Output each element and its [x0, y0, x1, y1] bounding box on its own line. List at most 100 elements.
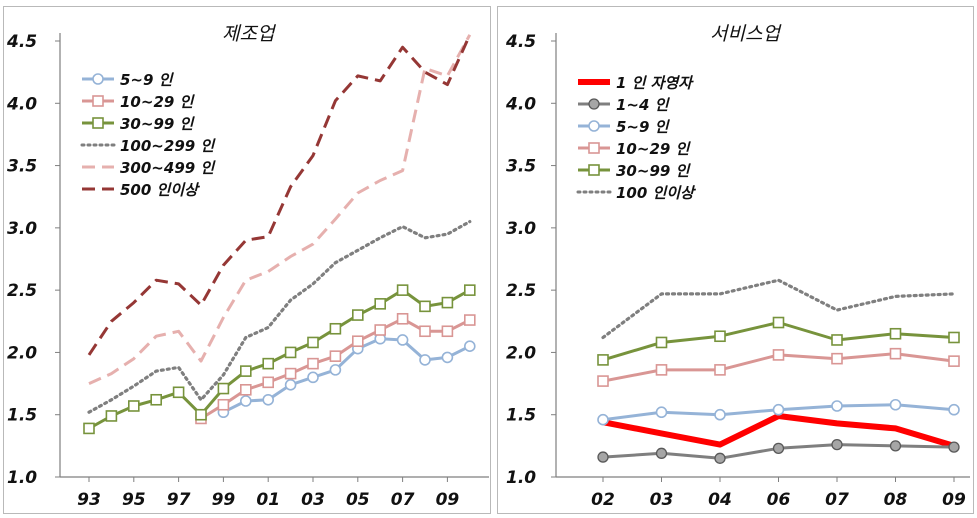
data-point: [441, 351, 454, 364]
data-point: [889, 347, 902, 360]
legend-label: 300~499 인: [120, 159, 216, 177]
data-point: [396, 334, 409, 346]
data-point: [948, 331, 960, 344]
y-tick-label: 4.5: [6, 32, 37, 52]
legend-label: 5~9 인: [120, 71, 175, 89]
data-point: [597, 451, 609, 463]
legend-label: 1~4 인: [616, 96, 671, 114]
data-point: [128, 400, 140, 412]
data-point: [351, 335, 364, 348]
data-point: [240, 365, 252, 377]
data-point: [772, 316, 785, 329]
legend-label: 500 인이상: [120, 181, 200, 199]
x-tick-label: 02: [591, 490, 615, 510]
data-point: [463, 340, 476, 353]
x-tick-label: 99: [212, 490, 236, 510]
y-tick-label: 1.0: [506, 468, 536, 488]
data-point: [419, 325, 431, 338]
data-point: [217, 382, 230, 395]
data-point: [597, 413, 609, 426]
services-chart-panel: 서비스업 1.0 1.5 2.0 2.5 3.0 3.5 4.0 4.5 02 03 04 06 07 0…: [497, 6, 974, 514]
y-tick-label: 2.5: [506, 281, 536, 301]
data-point: [463, 314, 476, 326]
data-point: [948, 441, 960, 453]
y-tick-label: 1.5: [506, 406, 536, 426]
data-point: [597, 375, 609, 387]
y-tick-label: 1.5: [7, 406, 37, 426]
data-point: [831, 352, 843, 365]
y-tick-label: 2.5: [7, 281, 37, 301]
series-line: [88, 288, 471, 430]
data-point: [307, 336, 319, 349]
data-point: [374, 298, 387, 310]
legend-label: 100~299 인: [120, 137, 216, 155]
data-point: [92, 73, 104, 85]
y-tick-label: 4.0: [505, 94, 536, 114]
data-point: [150, 393, 162, 406]
data-point: [92, 117, 104, 129]
data-point: [772, 442, 785, 454]
data-point: [655, 447, 668, 459]
data-point: [714, 452, 726, 464]
data-point: [329, 350, 342, 362]
legend-label: 1 인 자영자: [616, 74, 694, 92]
data-point: [105, 410, 118, 422]
data-point: [588, 142, 600, 154]
data-point: [396, 284, 409, 296]
data-point: [240, 395, 252, 407]
data-point: [262, 357, 275, 370]
y-tick-label: 3.5: [506, 157, 536, 177]
data-point: [714, 364, 726, 376]
x-tick-label: 95: [122, 490, 146, 510]
data-point: [329, 322, 342, 335]
data-point: [284, 346, 297, 359]
x-tick-label: 08: [884, 490, 908, 510]
data-point: [195, 408, 207, 421]
x-tick-label: 03: [301, 490, 325, 510]
x-tick-label: 97: [167, 490, 191, 510]
series-line: [87, 34, 472, 356]
series-line: [601, 278, 956, 340]
x-tick-label: 93: [77, 490, 101, 510]
data-point: [831, 438, 843, 451]
data-point: [284, 379, 297, 391]
data-point: [374, 324, 387, 336]
data-point: [714, 330, 726, 343]
x-tick-label: 09: [436, 490, 460, 510]
data-point: [463, 284, 476, 296]
x-tick-label: 01: [256, 490, 280, 510]
legend-label: 10~29 인: [616, 140, 692, 158]
data-point: [655, 336, 668, 349]
data-point: [831, 334, 843, 346]
legend-label: 5~9 인: [616, 118, 671, 136]
data-point: [441, 296, 454, 309]
x-tick-label: 09: [942, 490, 966, 510]
data-point: [396, 312, 409, 325]
data-point: [597, 354, 609, 366]
data-point: [889, 398, 902, 411]
series-line: [602, 413, 955, 449]
chart-title: 제조업: [222, 23, 275, 45]
y-tick-label: 2.0: [506, 343, 536, 363]
data-point: [262, 393, 275, 406]
legend-label: 30~99 인: [120, 115, 196, 133]
x-tick-label: 07: [825, 490, 849, 510]
data-point: [714, 408, 726, 421]
y-tick-label: 1.0: [7, 468, 37, 488]
data-point: [889, 327, 902, 340]
legend-label: 10~29 인: [120, 93, 196, 111]
legend-label: 30~99 인: [616, 162, 692, 180]
data-point: [217, 398, 230, 411]
data-point: [889, 440, 902, 452]
data-point: [83, 422, 95, 435]
manufacturing-chart-panel: 제조업 1.0 1.5 2.0 2.5 3.0 3.5 4.0 4.5 93 95 97 99 01 03…: [3, 6, 491, 514]
manufacturing-chart: 1.0 1.5 2.0 2.5 3.0 3.5 4.0 4.5 93 95 97 99 01 03 05 07…: [6, 32, 489, 510]
data-point: [948, 403, 960, 416]
x-tick-label: 04: [708, 490, 732, 510]
data-point: [351, 309, 364, 321]
services-chart: 1.0 1.5 2.0 2.5 3.0 3.5 4.0 4.5 02 03 04 06 07 08 09 1 …: [505, 32, 970, 510]
data-point: [588, 98, 600, 110]
y-tick-label: 4.5: [505, 32, 536, 52]
data-point: [655, 406, 668, 419]
data-point: [441, 325, 454, 338]
